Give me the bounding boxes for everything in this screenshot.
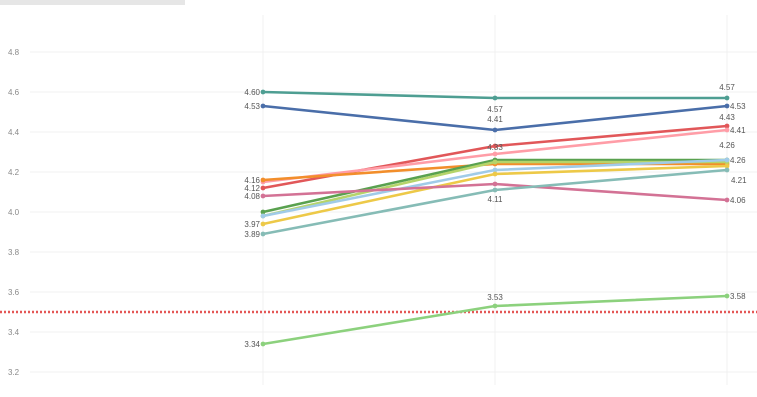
data-label-0-1: 4.57 xyxy=(487,105,503,114)
data-label-0-2: 4.57 xyxy=(719,83,735,92)
data-label-9-2: 4.06 xyxy=(730,196,746,205)
data-point-2-1 xyxy=(492,143,498,149)
data-point-9-2 xyxy=(724,197,730,203)
data-point-7-1 xyxy=(492,167,498,173)
data-label-11-0: 3.34 xyxy=(244,340,260,349)
data-point-1-2 xyxy=(724,103,730,109)
y-tick-label-0: 3.2 xyxy=(8,368,20,377)
y-tick-label-3: 3.8 xyxy=(8,248,20,257)
data-label-9-0: 4.08 xyxy=(244,192,260,201)
data-label-11-1: 3.53 xyxy=(487,293,503,302)
y-tick-label-1: 3.4 xyxy=(8,328,20,337)
y-tick-label-5: 4.2 xyxy=(8,168,20,177)
data-label-2-1: 4.33 xyxy=(487,143,503,152)
data-point-7-2 xyxy=(724,157,730,163)
data-point-0-2 xyxy=(724,95,730,101)
data-point-11-1 xyxy=(492,303,498,309)
data-label-8-0: 3.97 xyxy=(244,220,260,229)
data-point-3-1 xyxy=(492,151,498,157)
data-point-2-2 xyxy=(724,123,730,129)
data-point-8-1 xyxy=(492,171,498,177)
data-label-0-0: 4.60 xyxy=(244,88,260,97)
chart-title-placeholder xyxy=(0,0,185,5)
data-label-10-1: 4.11 xyxy=(488,195,504,204)
data-label-11-2: 3.58 xyxy=(730,292,746,301)
data-label-1-0: 4.53 xyxy=(244,102,260,111)
data-point-11-2 xyxy=(724,293,730,299)
data-label-2-0: 4.12 xyxy=(244,184,260,193)
data-label-4-0: 4.16 xyxy=(244,176,260,185)
y-tick-label-2: 3.6 xyxy=(8,288,20,297)
y-tick-label-4: 4.0 xyxy=(8,208,20,217)
data-label-1-2: 4.53 xyxy=(730,102,746,111)
data-point-6-1 xyxy=(492,159,498,165)
data-label-2-2: 4.43 xyxy=(719,113,735,122)
data-point-1-0 xyxy=(260,103,266,109)
data-point-0-1 xyxy=(492,95,498,101)
data-point-0-0 xyxy=(260,89,266,95)
data-point-10-2 xyxy=(724,167,730,173)
data-point-7-0 xyxy=(260,213,266,219)
data-label-5-2: 4.26 xyxy=(730,156,746,165)
y-tick-label-7: 4.6 xyxy=(8,88,20,97)
data-label-10-0: 3.89 xyxy=(244,230,260,239)
data-point-9-1 xyxy=(492,181,498,187)
data-point-5-0 xyxy=(260,209,266,215)
data-point-3-2 xyxy=(724,127,730,133)
data-point-8-0 xyxy=(260,221,266,227)
data-point-2-0 xyxy=(260,185,266,191)
y-tick-label-6: 4.4 xyxy=(8,128,20,137)
data-point-11-0 xyxy=(260,341,266,347)
data-label-10-2: 4.21 xyxy=(731,176,747,185)
data-point-10-1 xyxy=(492,187,498,193)
data-point-4-0 xyxy=(260,177,266,183)
data-label-3-2: 4.41 xyxy=(730,126,746,135)
y-tick-label-8: 4.8 xyxy=(8,48,20,57)
data-point-10-0 xyxy=(260,231,266,237)
data-label-1-1: 4.41 xyxy=(487,115,503,124)
data-point-9-0 xyxy=(260,193,266,199)
data-point-1-1 xyxy=(492,127,498,133)
data-label-7-2: 4.26 xyxy=(719,141,735,150)
data-point-8-2 xyxy=(724,163,730,169)
